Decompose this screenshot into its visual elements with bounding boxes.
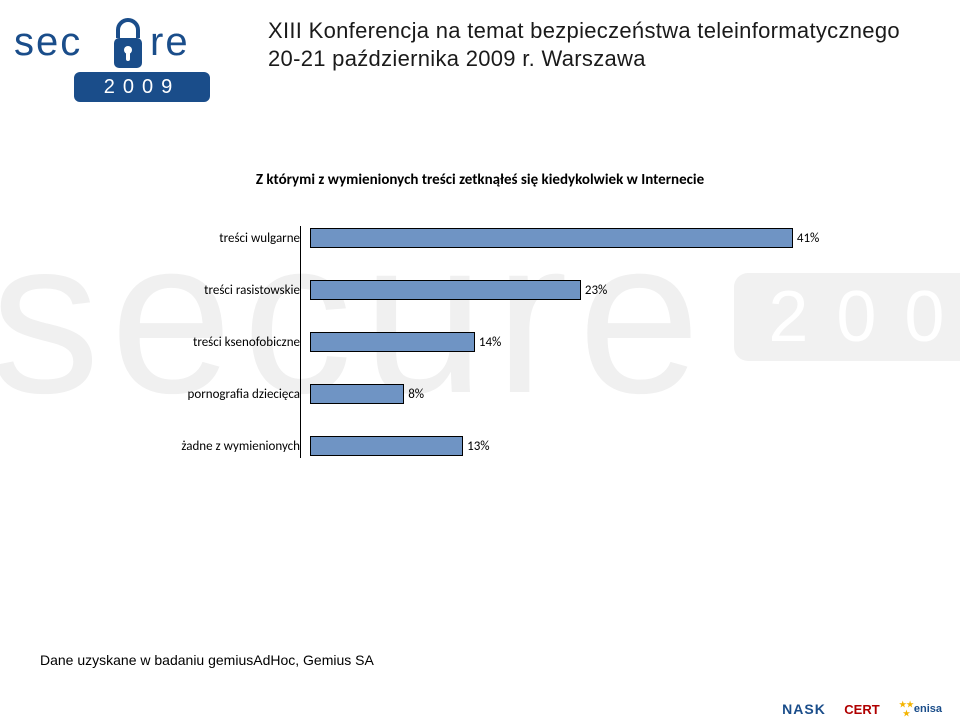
value-label: 41% [793,228,819,250]
bar [310,436,463,456]
bar-area: 8% [310,384,830,404]
category-label: treści rasistowskie [130,283,310,298]
chart-row: treści rasistowskie 23% [130,278,830,302]
page-header: sec re 2009 XIII Konferencja na temat be… [0,0,960,130]
bar-area: 23% [310,280,830,300]
bar-area: 13% [310,436,830,456]
category-label: treści wulgarne [130,231,310,246]
bar-area: 41% [310,228,830,248]
category-label: żadne z wymienionych [130,439,310,454]
value-label: 13% [463,436,489,458]
secure-logo: sec re 2009 [14,18,240,112]
cert-logo-text: CERT [840,696,884,722]
value-label: 23% [581,280,607,302]
chart-row: żadne z wymienionych 13% [130,434,830,458]
chart-row: treści ksenofobiczne 14% [130,330,830,354]
header-title-line1: XIII Konferencja na temat bezpieczeństwa… [268,18,900,44]
enisa-logo-text: ★ ★ ★ enisa [898,696,942,722]
bar [310,384,404,404]
bar-chart: treści wulgarne 41% treści rasistowskie 23%… [130,226,830,458]
logo-text-left: sec [14,20,82,65]
chart-title: Z którymi z wymienionych treści zetknąłe… [130,170,830,190]
sponsor-cert: CERT [840,696,884,722]
data-source-note: Dane uzyskane w badaniu gemiusAdHoc, Gem… [40,652,374,668]
sponsor-logo-strip: NASK CERT ★ ★ ★ enisa [782,696,942,722]
bar [310,228,793,248]
bar-area: 14% [310,332,830,352]
chart-container: Z którymi z wymienionych treści zetknąłe… [130,170,830,458]
logo-text-right: re [150,20,190,65]
logo-year-plate: 2009 [74,72,210,102]
nask-logo-text: NASK [782,696,826,722]
bar [310,332,475,352]
chart-row: treści wulgarne 41% [130,226,830,250]
sponsor-nask: NASK [782,696,826,722]
header-title-block: XIII Konferencja na temat bezpieczeństwa… [268,18,900,72]
padlock-icon [110,14,146,74]
category-label: treści ksenofobiczne [130,335,310,350]
bar [310,280,581,300]
value-label: 8% [404,384,424,406]
header-title-line2: 20-21 października 2009 r. Warszawa [268,46,900,72]
category-label: pornografia dziecięca [130,387,310,402]
value-label: 14% [475,332,501,354]
chart-row: pornografia dziecięca 8% [130,382,830,406]
sponsor-enisa: ★ ★ ★ enisa [898,696,942,722]
